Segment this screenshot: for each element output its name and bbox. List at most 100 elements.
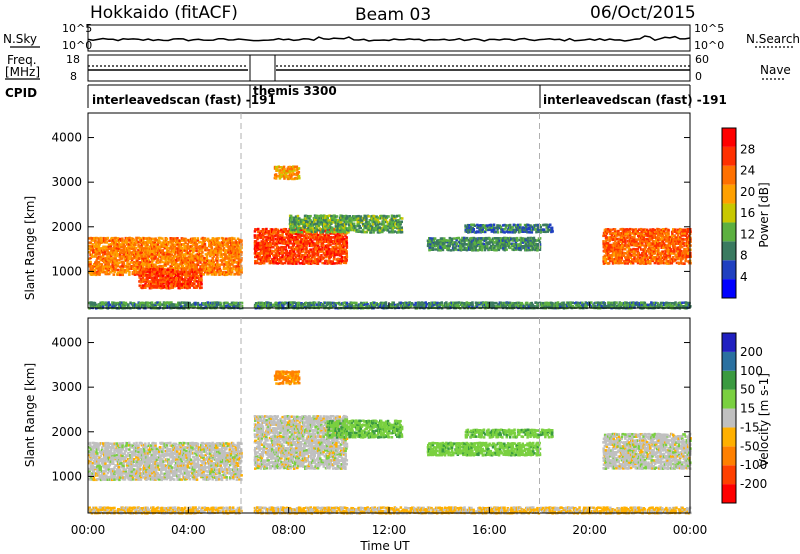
heatmap-cell: [326, 236, 329, 239]
heatmap-cell: [192, 247, 195, 250]
heatmap-cell: [665, 234, 668, 238]
heatmap-cell: [204, 269, 208, 272]
heatmap-cell: [165, 245, 169, 248]
heatmap-cell: [313, 254, 316, 257]
heatmap-cell: [191, 276, 195, 279]
cpid-panel: CPID interleavedscan (fast) -191 themis …: [5, 84, 727, 108]
heatmap-cell: [180, 263, 184, 266]
heatmap-cell: [104, 250, 107, 254]
heatmap-cell: [110, 265, 113, 268]
heatmap-cell: [153, 272, 156, 275]
heatmap-cell: [495, 239, 498, 242]
heatmap-cell: [240, 239, 243, 242]
heatmap-cell: [386, 220, 389, 224]
heatmap-cell: [613, 228, 617, 231]
heatmap-cell: [133, 270, 137, 274]
heatmap-cell: [536, 244, 540, 248]
heatmap-cell: [230, 255, 234, 258]
heatmap-cell: [210, 238, 214, 242]
heatmap-cell: [155, 284, 158, 287]
heatmap-cell: [307, 259, 310, 263]
heatmap-cell: [120, 248, 123, 252]
heatmap-cell: [278, 171, 281, 174]
heatmap-cell: [122, 245, 125, 249]
heatmap-cell: [144, 256, 147, 260]
heatmap-cell: [287, 177, 290, 181]
heatmap-cell: [301, 234, 305, 238]
heatmap-cell: [107, 269, 111, 272]
heatmap-cell: [115, 259, 119, 262]
heatmap-cell: [263, 244, 266, 247]
heatmap-cell: [89, 265, 92, 268]
heatmap-cell: [458, 242, 462, 246]
freq-frame: [87, 54, 691, 82]
heatmap-cell: [140, 245, 144, 249]
heatmap-cell: [222, 265, 226, 268]
heatmap-cell: [148, 255, 152, 258]
heatmap-cell: [144, 252, 147, 256]
cpid-seg-1: interleavedscan (fast) -191: [92, 93, 276, 107]
heatmap-cell: [345, 242, 349, 245]
heatmap-cell: [147, 285, 151, 288]
heatmap-cell: [362, 224, 365, 227]
heatmap-cell: [191, 261, 195, 264]
heatmap-cell: [140, 243, 143, 247]
heatmap-cell: [142, 243, 146, 246]
heatmap-cell: [282, 167, 285, 171]
heatmap-cell: [236, 271, 240, 274]
heatmap-cell: [464, 237, 468, 240]
heatmap-cell: [290, 256, 293, 259]
heatmap-cell: [316, 252, 320, 255]
heatmap-cell: [495, 249, 498, 252]
heatmap-cell: [277, 260, 281, 263]
heatmap-cell: [209, 243, 212, 246]
heatmap-cell: [333, 249, 336, 253]
heatmap-cell: [141, 284, 145, 287]
heatmap-cell: [217, 270, 220, 274]
heatmap-cell: [98, 269, 101, 272]
heatmap-cell: [105, 237, 108, 241]
heatmap-cell: [438, 241, 441, 244]
heatmap-cell: [454, 241, 457, 244]
heatmap-cell: [262, 257, 266, 261]
heatmap-cell: [284, 228, 288, 231]
heatmap-cell: [98, 239, 101, 242]
heatmap-cell: [204, 248, 207, 252]
heatmap-cell: [266, 248, 270, 251]
heatmap-cell: [185, 265, 188, 268]
heatmap-cell: [296, 248, 299, 251]
heatmap-cell: [222, 253, 226, 256]
heatmap-cell: [284, 169, 287, 173]
heatmap-cell: [315, 222, 318, 226]
heatmap-cell: [522, 237, 526, 240]
heatmap-cell: [340, 221, 343, 224]
heatmap-cell: [161, 260, 164, 264]
heatmap-cell: [316, 244, 320, 248]
heatmap-cell: [121, 273, 124, 277]
heatmap-cell: [149, 241, 152, 244]
heatmap-cell: [162, 274, 165, 277]
heatmap-cell: [396, 227, 399, 230]
heatmap-cell: [210, 268, 213, 272]
heatmap-cell: [464, 224, 467, 227]
heatmap-cell: [273, 165, 277, 169]
heatmap-cell: [321, 248, 324, 251]
heatmap-cell: [146, 248, 149, 252]
heatmap-cell: [308, 242, 312, 245]
heatmap-cell: [153, 286, 156, 289]
heatmap-cell: [539, 225, 542, 229]
heatmap-cell: [232, 261, 235, 264]
heatmap-cell: [260, 252, 264, 255]
heatmap-cell: [281, 262, 284, 265]
heatmap-cell: [511, 225, 514, 229]
heatmap-cell: [236, 257, 240, 260]
heatmap-cell: [202, 269, 205, 272]
heatmap-cell: [105, 267, 108, 270]
heatmap-cell: [186, 280, 189, 283]
heatmap-cell: [502, 247, 505, 250]
heatmap-cell: [176, 263, 179, 266]
heatmap-cell: [128, 255, 131, 258]
heatmap-cell: [112, 239, 115, 242]
heatmap-cell: [464, 228, 467, 232]
heatmap-cell: [106, 272, 110, 276]
